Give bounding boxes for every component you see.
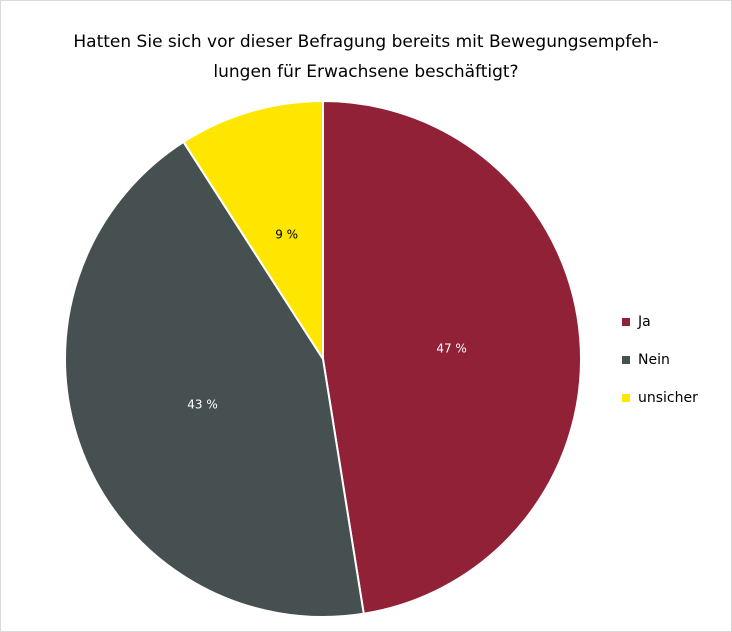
pie-slice-nein [64,140,365,618]
pie-slice-ja [322,100,582,615]
chart-title-line-1: Hatten Sie sich vor dieser Befragung ber… [73,32,659,52]
data-label-unsicher: 9 % [275,228,298,242]
chart-title-line-2: lungen für Erwachsene beschäftigt? [213,62,519,82]
legend-label-unsicher: unsicher [638,390,698,406]
chart-title: Hatten Sie sich vor dieser Befragung ber… [1,27,731,87]
legend-swatch-unsicher [622,394,630,402]
legend-label-nein: Nein [638,352,670,368]
legend-swatch-ja [622,318,630,326]
legend-swatch-nein [622,356,630,364]
pie-slice-unsicher [182,100,324,360]
data-label-ja: 47 % [436,341,467,355]
legend-label-ja: Ja [638,314,651,330]
data-label-nein: 43 % [187,398,218,412]
